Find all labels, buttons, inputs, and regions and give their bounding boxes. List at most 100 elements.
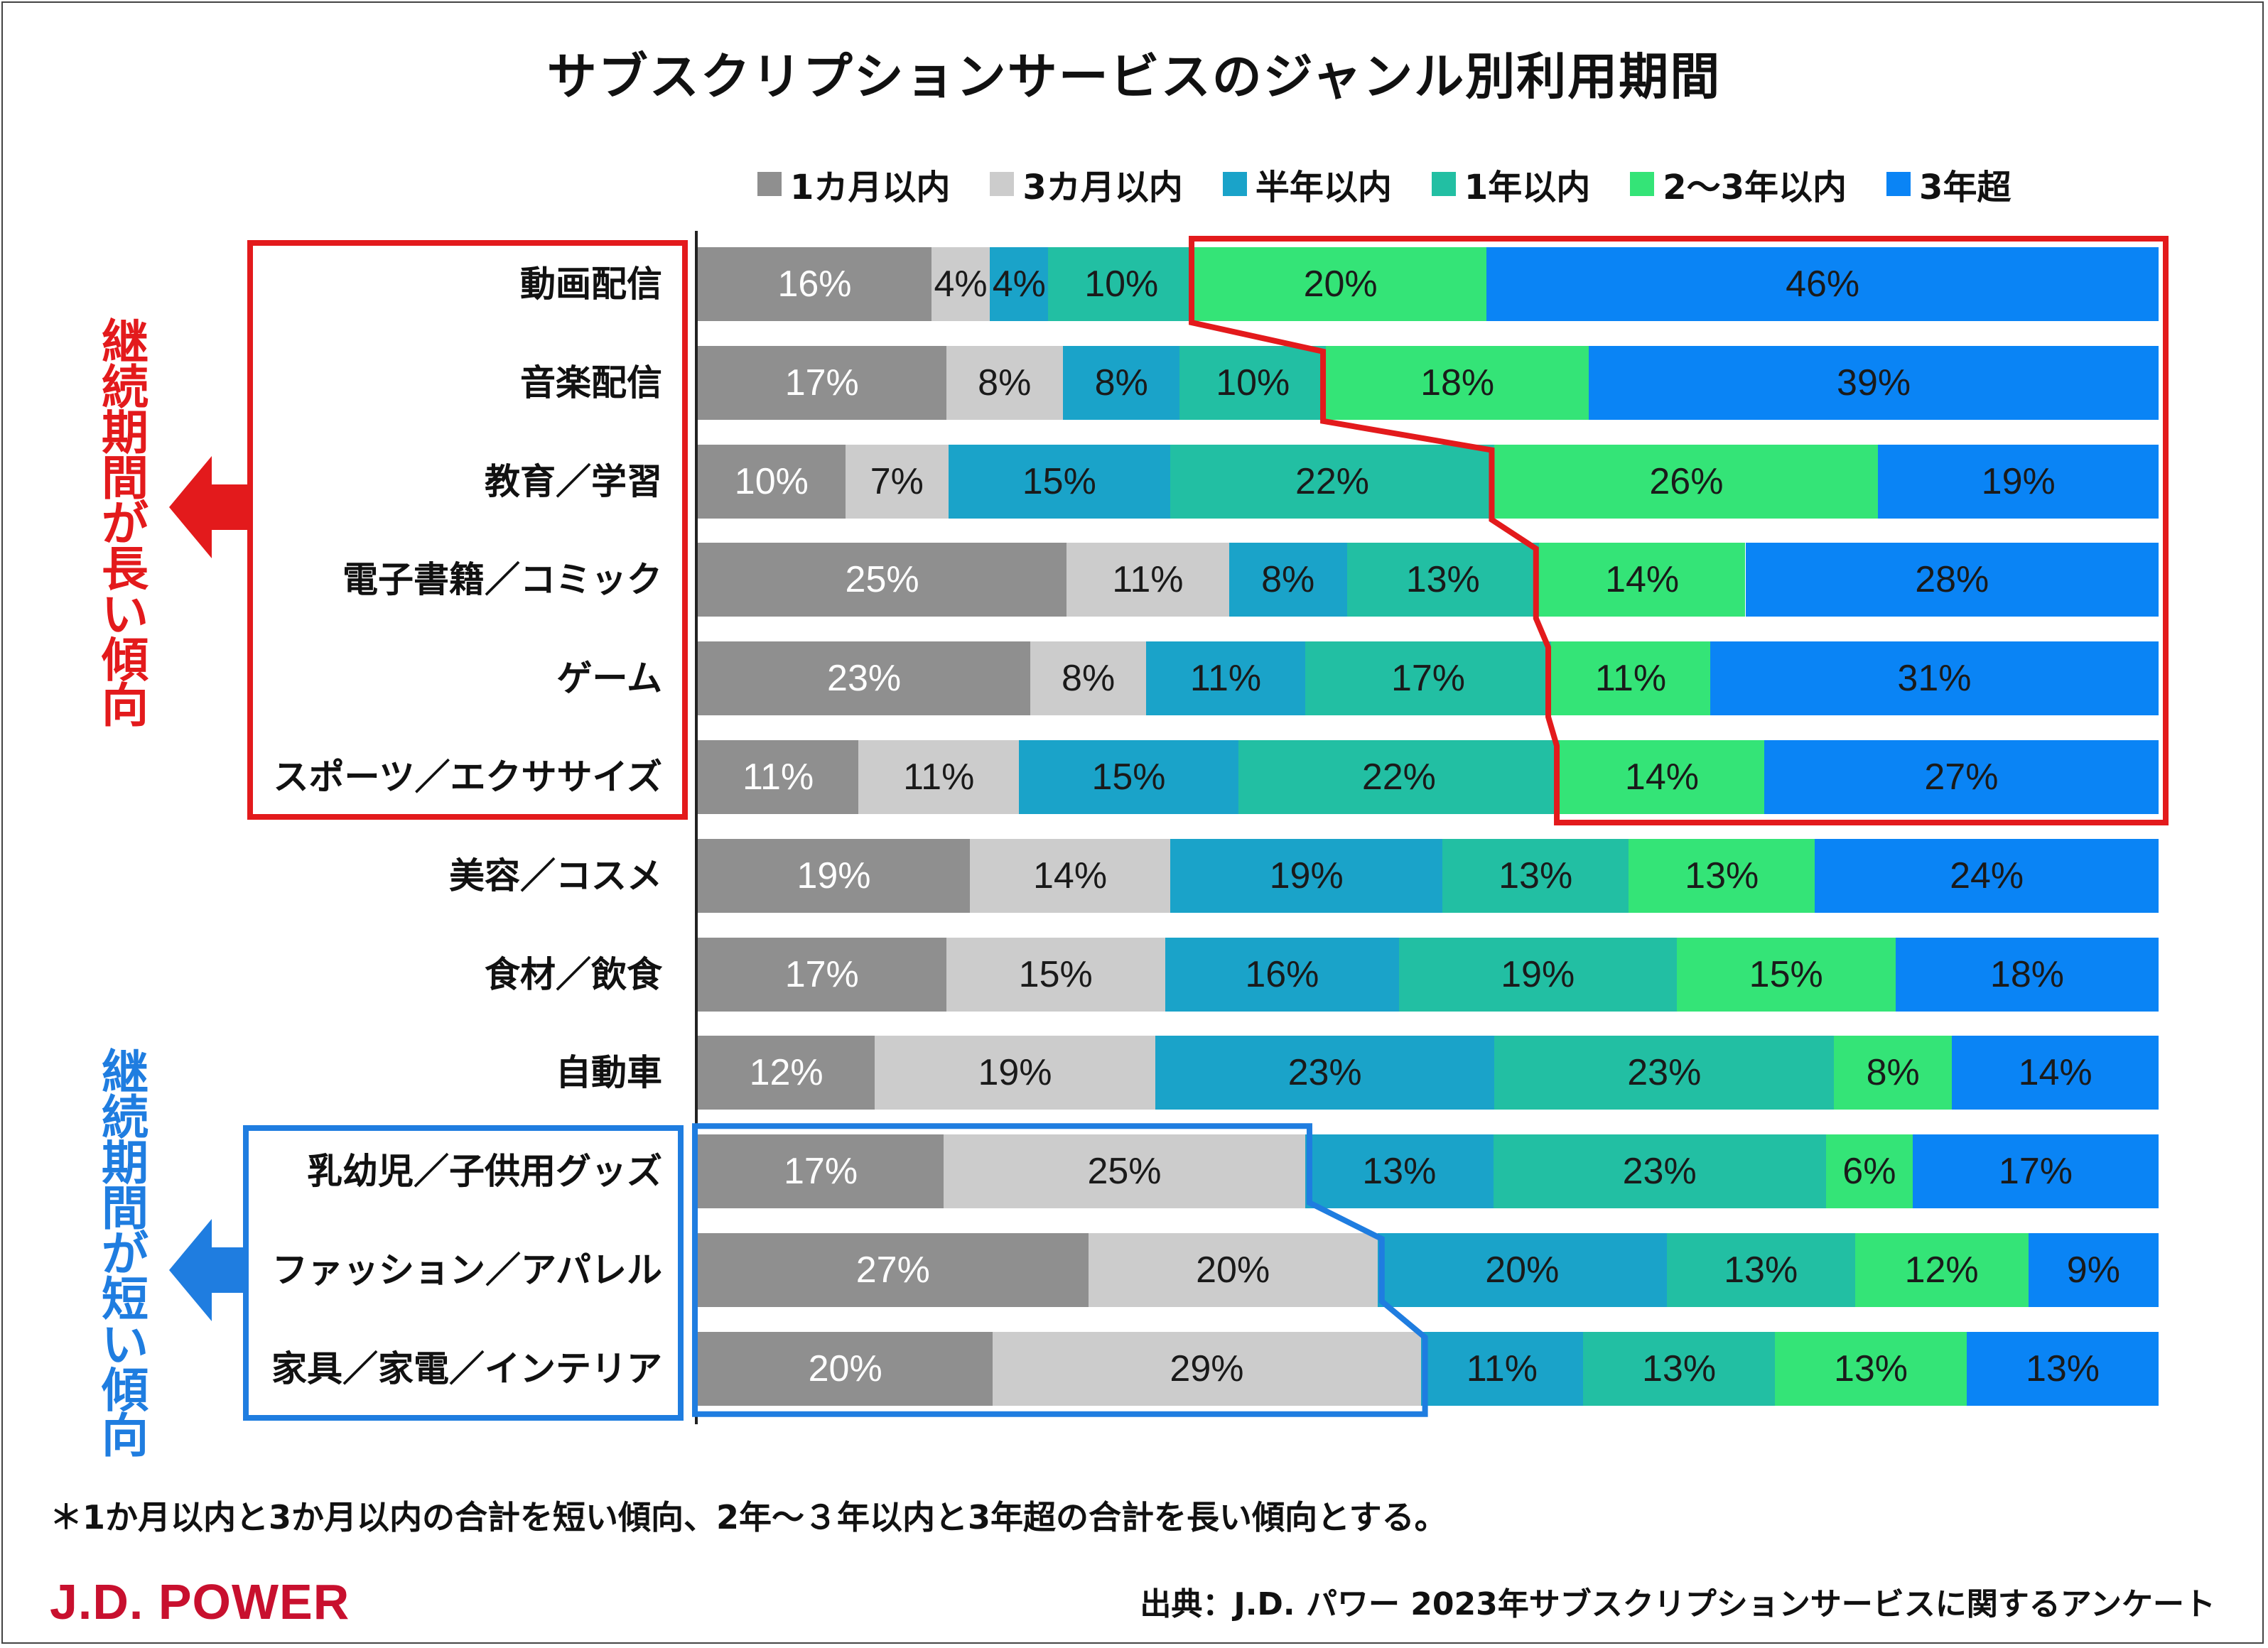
source-note: 出典：J.D. パワー 2023年サブスクリプションサービスに関するアンケート xyxy=(1140,1586,2215,1622)
bar-segment-3m: 29% xyxy=(993,1331,1421,1406)
bar-segment-3y+: 28% xyxy=(1745,543,2159,617)
bar-segment-6m: 8% xyxy=(1063,345,1180,420)
legend-label-1m: 1カ月以内 xyxy=(790,168,951,207)
category-label: 乳幼児／子供用グッズ xyxy=(307,1151,662,1193)
bar-segment-3y+: 31% xyxy=(1710,641,2159,716)
legend-label-3y+: 3年超 xyxy=(1919,168,2012,207)
bar-segment-1m: 19% xyxy=(698,838,970,913)
bar-segment-6m: 8% xyxy=(1228,543,1347,617)
legend-swatch-3y+ xyxy=(1886,172,1911,196)
bar-segment-2-3y: 11% xyxy=(1551,641,1710,716)
bar-segment-2-3y: 6% xyxy=(1825,1134,1913,1209)
bar-segment-3y+: 9% xyxy=(2028,1233,2159,1307)
long-tendency-label-bracket xyxy=(247,240,688,820)
bar-segment-1m: 20% xyxy=(698,1331,993,1406)
bar-segment-2-3y: 12% xyxy=(1854,1233,2029,1307)
footnote: ＊1か月以内と3か月以内の合計を短い傾向、2年～３年以内と3年超の合計を長い傾向… xyxy=(50,1498,1447,1536)
bar-segment-3y+: 18% xyxy=(1895,937,2159,1012)
bar-segment-1m: 17% xyxy=(698,1134,944,1209)
bar-segment-3y+: 39% xyxy=(1589,345,2159,420)
legend-label-1y: 1年以内 xyxy=(1464,168,1591,207)
bar-segment-3m: 8% xyxy=(1030,641,1147,716)
bar-segment-3m: 20% xyxy=(1088,1233,1378,1307)
legend-item-6m: 半年以内 xyxy=(1222,159,1392,209)
bar-segment-3m: 8% xyxy=(946,345,1063,420)
bar-segment-2-3y: 20% xyxy=(1194,247,1487,321)
bar-segment-3m: 14% xyxy=(969,838,1171,913)
legend-swatch-1m xyxy=(757,172,782,196)
category-label: 教育／学習 xyxy=(485,460,662,502)
bar-segment-6m: 20% xyxy=(1377,1233,1667,1307)
bar-segment-1y: 10% xyxy=(1179,345,1327,420)
legend-swatch-1y xyxy=(1431,172,1456,196)
bar-segment-3m: 11% xyxy=(1066,543,1229,617)
bar-segment-3y+: 14% xyxy=(1952,1036,2159,1110)
bar-segment-2-3y: 14% xyxy=(1538,543,1746,617)
jd-power-logo: J.D. POWER xyxy=(50,1574,350,1630)
bar-segment-1y: 13% xyxy=(1666,1233,1855,1307)
bar-segment-1y: 19% xyxy=(1398,937,1677,1012)
bar-segment-3y+: 24% xyxy=(1815,838,2159,913)
bar-segment-2-3y: 14% xyxy=(1560,740,1764,814)
bar-segment-2-3y: 18% xyxy=(1326,345,1589,420)
bar-segment-2-3y: 13% xyxy=(1629,838,1815,913)
bar-segment-6m: 19% xyxy=(1170,838,1443,913)
bar-segment-2-3y: 15% xyxy=(1676,937,1896,1012)
bar-segment-1y: 17% xyxy=(1305,641,1552,716)
bar-segment-1y: 13% xyxy=(1583,1331,1776,1406)
legend-label-2-3y: 2～3年以内 xyxy=(1663,168,1847,207)
legend-swatch-2-3y xyxy=(1630,172,1655,196)
chart-legend: 1カ月以内 3カ月以内 半年以内 1年以内 2～3年以内 3年超 xyxy=(757,158,2051,210)
bar-segment-3m: 4% xyxy=(931,247,990,321)
bar-segment-3y+: 19% xyxy=(1878,444,2159,519)
category-label: ゲーム xyxy=(556,658,663,700)
short-tendency-highlight xyxy=(692,1123,1428,1417)
short-tendency-label: 継続期間が短い傾向 xyxy=(102,1045,148,1463)
bar-segment-1m: 11% xyxy=(698,740,859,814)
category-label: 美容／コスメ xyxy=(449,855,662,896)
legend-label-3m: 3カ月以内 xyxy=(1022,168,1183,207)
bar-segment-1y: 22% xyxy=(1170,444,1495,519)
legend-item-3m: 3カ月以内 xyxy=(990,159,1183,209)
long-tendency-label: 継続期間が長い傾向 xyxy=(102,315,148,733)
bar-segment-1y: 13% xyxy=(1442,838,1629,913)
legend-item-1y: 1年以内 xyxy=(1431,159,1591,209)
bar-segment-3y+: 27% xyxy=(1764,740,2159,814)
bar-segment-1m: 10% xyxy=(698,444,846,519)
long-tendency-arrow-icon xyxy=(169,456,249,558)
bar-segment-3m: 7% xyxy=(845,444,949,519)
legend-swatch-3m xyxy=(990,172,1015,196)
category-label: 家具／家電／インテリア xyxy=(271,1348,662,1389)
bar-segment-3y+: 46% xyxy=(1486,247,2159,321)
bar-segment-2-3y: 13% xyxy=(1775,1331,1967,1406)
bar-segment-1m: 25% xyxy=(698,543,1067,617)
long-tendency-highlight xyxy=(1189,236,2169,825)
bar-segment-1m: 17% xyxy=(698,937,946,1012)
bar-segment-1y: 22% xyxy=(1238,740,1560,814)
bar-segment-3m: 25% xyxy=(944,1134,1305,1209)
category-label: 電子書籍／コミック xyxy=(342,559,662,601)
legend-label-6m: 半年以内 xyxy=(1255,168,1392,207)
category-label: 音楽配信 xyxy=(520,362,662,403)
bar-segment-1y: 23% xyxy=(1493,1134,1826,1209)
bar-segment-1m: 12% xyxy=(698,1036,875,1110)
bar-segment-6m: 23% xyxy=(1155,1036,1495,1110)
legend-item-2-3y: 2～3年以内 xyxy=(1630,159,1847,209)
bar-segment-1y: 23% xyxy=(1494,1036,1835,1110)
bar-segment-1y: 13% xyxy=(1346,543,1539,617)
bar-segment-3y+: 13% xyxy=(1967,1331,2159,1406)
bar-segment-1m: 27% xyxy=(698,1233,1089,1307)
category-label: ファッション／アパレル xyxy=(272,1249,662,1291)
category-label: 自動車 xyxy=(556,1052,662,1094)
category-label: 食材／飲食 xyxy=(485,953,662,995)
bar-segment-6m: 15% xyxy=(949,444,1170,519)
bar-segment-1m: 16% xyxy=(698,247,932,321)
bar-segment-1m: 23% xyxy=(698,641,1031,716)
bar-segment-6m: 4% xyxy=(990,247,1049,321)
legend-swatch-6m xyxy=(1222,172,1247,196)
bar-segment-3m: 19% xyxy=(875,1036,1155,1110)
category-axis-line xyxy=(695,231,698,1424)
bar-segment-6m: 15% xyxy=(1019,740,1238,814)
